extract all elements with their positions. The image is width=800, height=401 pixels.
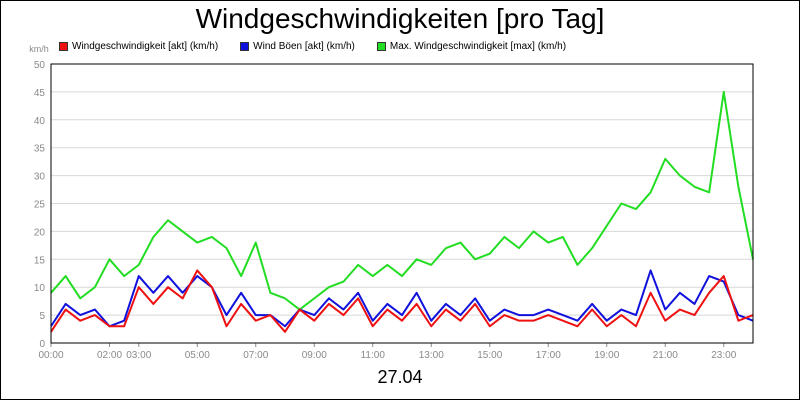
legend-label-gusts: Wind Böen [akt] (km/h): [253, 40, 355, 52]
y-unit-label: km/h: [29, 44, 49, 54]
x-tick-label: 00:00: [38, 350, 63, 361]
legend-swatch-wind-speed: [59, 41, 68, 51]
plot-border: [50, 63, 754, 344]
legend-item-wind-speed: Windgeschwindigkeit [akt] (km/h): [59, 39, 218, 53]
x-tick-label: 03:00: [126, 350, 151, 361]
x-tick-label: 19:00: [594, 350, 619, 361]
y-tick-label: 50: [34, 60, 46, 71]
y-tick-label: 15: [34, 255, 46, 266]
x-axis-date-label: 27.04: [377, 367, 423, 387]
x-tick-label: 21:00: [653, 350, 678, 361]
legend-swatch-gusts: [240, 41, 250, 51]
legend: Windgeschwindigkeit [akt] (km/h) Wind Bö…: [59, 39, 588, 53]
y-tick-label: 30: [34, 172, 46, 183]
y-tick-label: 35: [34, 144, 46, 155]
x-tick-label: 09:00: [302, 350, 327, 361]
x-tick-label: 15:00: [477, 350, 502, 361]
x-tick-label: 07:00: [243, 350, 268, 361]
y-tick-label: 45: [34, 88, 46, 99]
y-tick-label: 10: [34, 283, 46, 294]
y-tick-label: 40: [34, 116, 46, 127]
x-tick-label: 17:00: [536, 350, 561, 361]
legend-item-gusts: Wind Böen [akt] (km/h): [240, 39, 355, 53]
y-tick-label: 25: [34, 200, 46, 211]
x-tick-label: 13:00: [419, 350, 444, 361]
x-tick-label: 02:00: [97, 350, 122, 361]
x-tick-label: 11:00: [361, 350, 386, 361]
series-line-gusts: [50, 269, 754, 328]
y-tick-label: 0: [39, 339, 45, 350]
legend-label-max-speed: Max. Windgeschwindigkeit [max] (km/h): [389, 40, 567, 52]
x-tick-label: 05:00: [185, 350, 210, 361]
y-tick-label: 20: [34, 227, 46, 238]
chart-title: Windgeschwindigkeiten [pro Tag]: [195, 3, 605, 34]
series-line-max-speed: [50, 90, 754, 311]
legend-item-max-speed: Max. Windgeschwindigkeit [max] (km/h): [376, 39, 567, 53]
series-line-wind-speed: [50, 269, 754, 333]
legend-label-wind-speed: Windgeschwindigkeit [akt] (km/h): [72, 40, 219, 52]
x-tick-label: 23:00: [711, 350, 736, 361]
legend-swatch-max-speed: [376, 41, 386, 51]
y-tick-label: 5: [39, 311, 45, 322]
